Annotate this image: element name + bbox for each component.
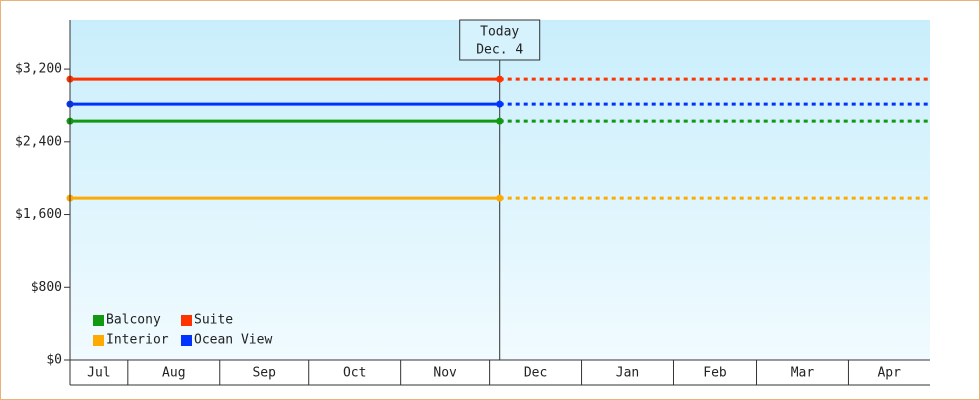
legend-label: Suite: [194, 313, 233, 328]
y-tick-label: $0: [46, 353, 62, 368]
price-point: [496, 117, 504, 125]
y-tick-label: $3,200: [15, 62, 62, 77]
today-label: Dec. 4: [476, 43, 523, 58]
x-tick-label: Mar: [791, 366, 815, 381]
legend-swatch: [93, 335, 104, 346]
x-tick-label: Apr: [877, 366, 901, 381]
x-tick-label: Oct: [343, 366, 366, 381]
x-tick-label: Nov: [433, 366, 457, 381]
price-point: [496, 194, 504, 202]
today-label: Today: [480, 25, 519, 40]
price-point: [496, 100, 504, 108]
y-tick-label: $800: [31, 280, 62, 295]
legend-label: Ocean View: [194, 333, 272, 348]
x-tick-label: Dec: [524, 366, 547, 381]
y-tick-label: $2,400: [15, 134, 62, 149]
price-point: [496, 75, 504, 83]
legend-swatch: [93, 315, 104, 326]
x-tick-label: Aug: [162, 366, 185, 381]
legend-label: Interior: [106, 333, 169, 348]
x-tick-label: Feb: [703, 366, 727, 381]
legend-swatch: [181, 335, 192, 346]
legend-label: Balcony: [106, 313, 161, 328]
today-box: [459, 19, 541, 61]
x-tick-label: Sep: [252, 366, 276, 381]
y-tick-label: $1,600: [15, 207, 62, 222]
x-tick-label: Jan: [616, 366, 639, 381]
legend-swatch: [181, 315, 192, 326]
x-tick-label: Jul: [87, 366, 110, 381]
